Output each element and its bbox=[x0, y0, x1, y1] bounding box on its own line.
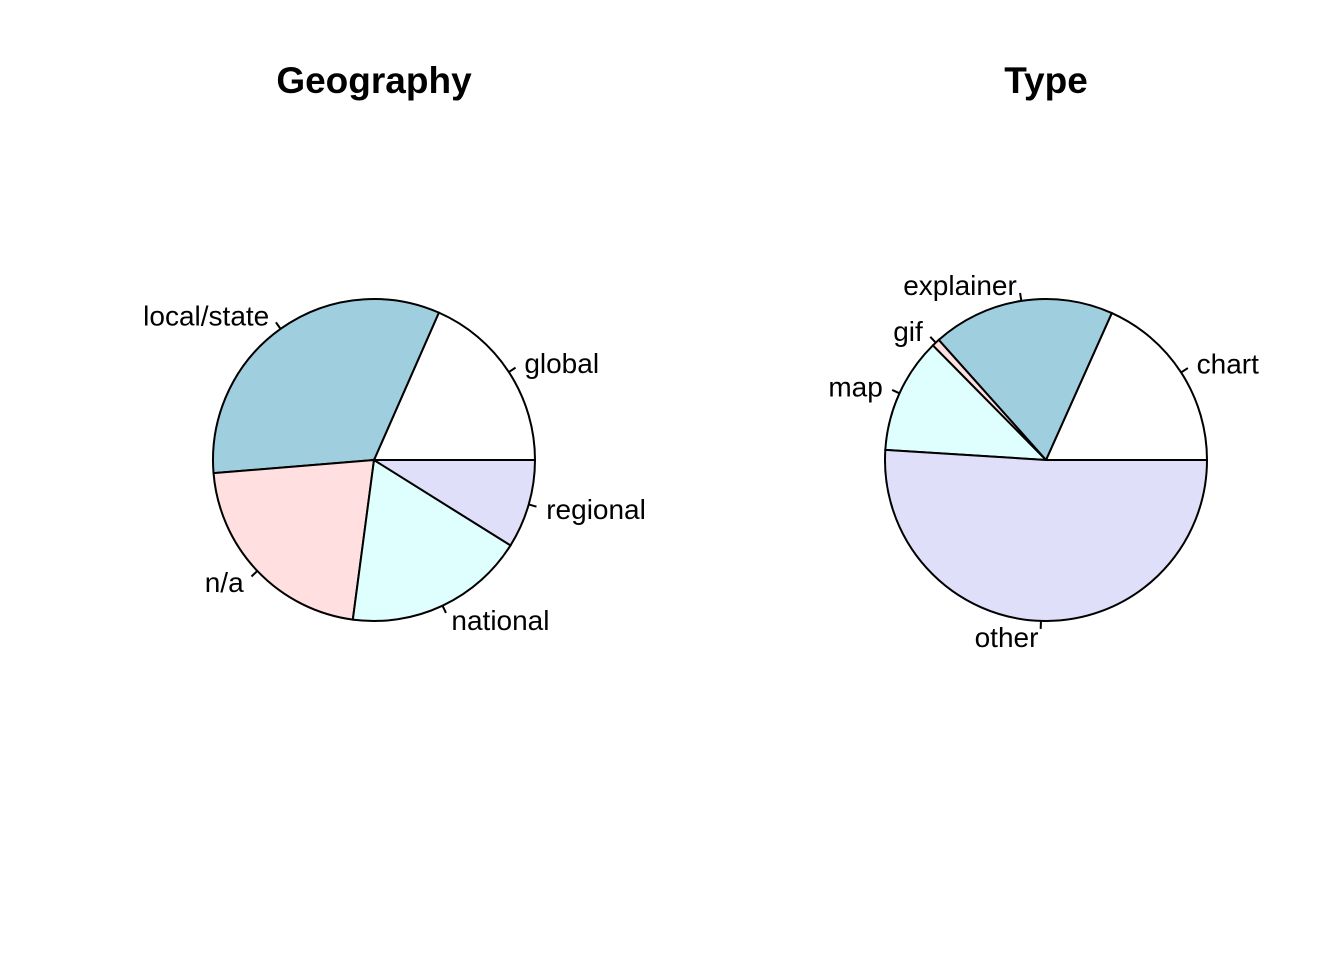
slice-label: local/state bbox=[143, 301, 269, 332]
slice-label: national bbox=[451, 605, 549, 636]
pie-panel-geography: Geography global local/state n/a national re… bbox=[143, 60, 646, 636]
slice-label: other bbox=[975, 622, 1039, 653]
slice-label: map bbox=[828, 372, 882, 403]
pie-slice-explainer bbox=[937, 298, 1114, 462]
pie-slice-other bbox=[884, 448, 1209, 623]
slice-label: global bbox=[524, 348, 599, 379]
pie-slice-map bbox=[884, 344, 1049, 462]
label-tick bbox=[508, 366, 517, 373]
label-tick bbox=[891, 389, 900, 395]
pie-slice-n-a bbox=[212, 458, 376, 621]
slice-label: gif bbox=[893, 316, 923, 347]
label-tick bbox=[250, 570, 259, 578]
slice-label: explainer bbox=[903, 270, 1017, 301]
label-tick bbox=[275, 321, 282, 330]
slice-label: chart bbox=[1197, 349, 1259, 380]
label-tick bbox=[1180, 367, 1189, 374]
slice-label: regional bbox=[546, 494, 646, 525]
chart-title: Geography bbox=[276, 60, 472, 101]
label-tick bbox=[441, 605, 447, 614]
label-tick bbox=[929, 336, 937, 344]
slice-label: n/a bbox=[205, 567, 244, 598]
pie-slice-regional bbox=[370, 459, 537, 547]
label-tick bbox=[528, 503, 537, 508]
chart-title: Type bbox=[1004, 60, 1088, 101]
pie-slice-chart bbox=[1044, 311, 1209, 461]
pie-slice-local-state bbox=[212, 298, 441, 475]
label-tick bbox=[1019, 292, 1023, 302]
